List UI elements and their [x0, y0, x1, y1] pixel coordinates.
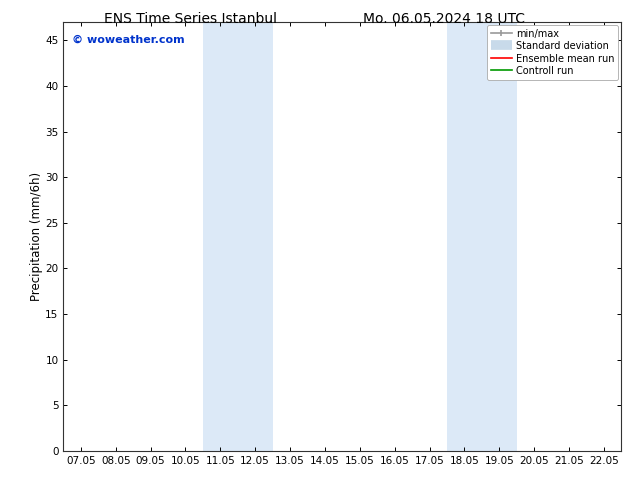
- Y-axis label: Precipitation (mm/6h): Precipitation (mm/6h): [30, 172, 42, 301]
- Bar: [447, 22, 517, 451]
- Legend: min/max, Standard deviation, Ensemble mean run, Controll run: min/max, Standard deviation, Ensemble me…: [487, 25, 618, 80]
- Text: ENS Time Series Istanbul: ENS Time Series Istanbul: [104, 12, 276, 26]
- Bar: [203, 22, 273, 451]
- Text: Mo. 06.05.2024 18 UTC: Mo. 06.05.2024 18 UTC: [363, 12, 525, 26]
- Text: © woweather.com: © woweather.com: [72, 35, 184, 45]
